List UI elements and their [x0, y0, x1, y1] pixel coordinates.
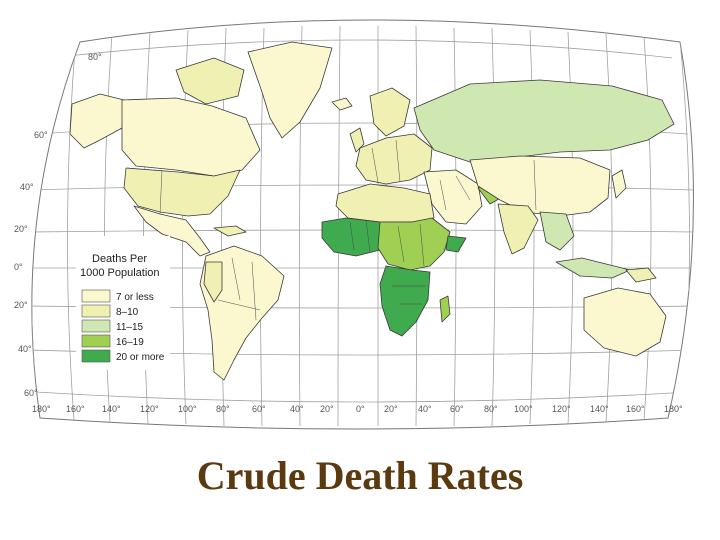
- new-guinea: [625, 267, 657, 283]
- iceland: [331, 97, 353, 111]
- usa: [123, 167, 241, 217]
- page-title: Crude Death Rates: [196, 453, 524, 498]
- legend-label-2: 11–15: [116, 322, 144, 333]
- lon-label: 180°: [32, 404, 51, 414]
- horn-of-africa: [445, 235, 467, 253]
- lon-label: 80°: [216, 404, 230, 414]
- india: [497, 203, 539, 255]
- central-east-africa: [377, 217, 451, 271]
- country-borders: [159, 139, 537, 321]
- lon-label: 160°: [66, 404, 85, 414]
- landmasses: [69, 41, 694, 381]
- legend: Deaths Per 1000 Population 7 or less 8–1…: [76, 236, 170, 370]
- world-map: 80° 60° 40° 20° 0° 20° 40° 60° 180° 160°…: [14, 19, 694, 430]
- lon-label: 60°: [450, 404, 464, 414]
- lon-label: 40°: [290, 404, 304, 414]
- caribbean: [213, 225, 247, 237]
- legend-swatch-0: [81, 289, 111, 303]
- greenland: [247, 41, 333, 139]
- legend-label-4: 20 or more: [116, 352, 165, 363]
- lat-label: 20°: [14, 224, 28, 234]
- legend-title-line1: Deaths Per: [92, 253, 147, 265]
- lat-label: 80°: [88, 52, 102, 62]
- southern-africa: [379, 265, 431, 337]
- lon-label: 40°: [418, 404, 432, 414]
- latitude-labels: 80° 60° 40° 20° 0° 20° 40° 60°: [14, 52, 102, 398]
- lon-label: 160°: [626, 404, 645, 414]
- scandinavia: [369, 87, 411, 137]
- lon-label: 60°: [252, 404, 266, 414]
- southeast-asia: [539, 211, 575, 251]
- alaska: [69, 93, 125, 149]
- europe: [355, 133, 433, 185]
- lon-label: 140°: [590, 404, 609, 414]
- lon-label: 180°: [664, 404, 683, 414]
- legend-swatch-3: [81, 334, 111, 348]
- andes-region: [203, 261, 223, 303]
- new-zealand: [679, 345, 694, 373]
- russia: [413, 79, 675, 163]
- lat-label: 60°: [34, 130, 48, 140]
- legend-label-0: 7 or less: [116, 292, 154, 303]
- australia: [583, 287, 667, 357]
- middle-east: [423, 169, 483, 225]
- lat-label: 60°: [24, 388, 38, 398]
- lon-label: 80°: [484, 404, 498, 414]
- lon-label: 100°: [178, 404, 197, 414]
- longitude-labels: 180° 160° 140° 120° 100° 80° 60° 40° 20°…: [32, 404, 683, 414]
- legend-swatch-1: [81, 304, 111, 318]
- lat-label: 40°: [18, 344, 32, 354]
- lat-label: 20°: [14, 300, 28, 310]
- lon-label: 120°: [552, 404, 571, 414]
- japan: [611, 169, 627, 199]
- arctic-islands: [175, 57, 245, 105]
- lon-label: 20°: [384, 404, 398, 414]
- legend-title-line2: 1000 Population: [80, 267, 160, 279]
- madagascar: [439, 295, 451, 323]
- legend-swatch-4: [81, 349, 111, 363]
- lon-label: 0°: [356, 404, 365, 414]
- lat-label: 40°: [20, 182, 34, 192]
- canada: [121, 97, 261, 177]
- legend-background: [76, 236, 170, 370]
- lon-label: 20°: [320, 404, 334, 414]
- mexico: [133, 205, 211, 257]
- british-isles: [349, 127, 365, 153]
- legend-swatch-2: [81, 319, 111, 333]
- legend-label-1: 8–10: [116, 307, 139, 318]
- lon-label: 120°: [140, 404, 159, 414]
- lon-label: 100°: [514, 404, 533, 414]
- legend-label-3: 16–19: [116, 337, 144, 348]
- lon-label: 140°: [102, 404, 121, 414]
- china-central-asia: [469, 155, 611, 217]
- lat-label: 0°: [14, 262, 23, 272]
